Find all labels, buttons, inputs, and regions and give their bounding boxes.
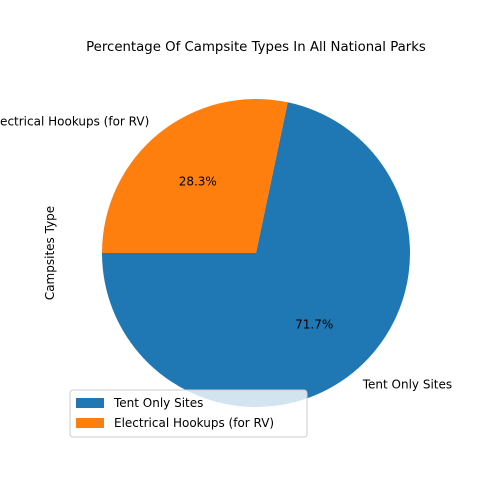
- legend-swatch-electrical-hookups-for-rv: [76, 418, 104, 428]
- pie-pct-label-electrical-hookups-for-rv: 28.3%: [179, 174, 217, 188]
- pie-category-label-electrical-hookups-for-rv: Electrical Hookups (for RV): [0, 114, 149, 128]
- pie-slice-tent-only-sites: [102, 102, 411, 408]
- pie-slice-labels: 71.7% Tent Only Sites 28.3% Electrical Hook…: [0, 114, 452, 391]
- pie-slices: [102, 98, 411, 408]
- legend-swatch-tent-only-sites: [76, 398, 104, 408]
- legend-label-tent-only-sites: Tent Only Sites: [113, 396, 203, 410]
- pie-pct-label-tent-only-sites: 71.7%: [295, 318, 333, 332]
- pie-category-label-tent-only-sites: Tent Only Sites: [362, 378, 452, 392]
- legend: Tent Only Sites Electrical Hookups (for R…: [69, 389, 308, 438]
- chart-title: Percentage Of Campsite Types In All Nati…: [86, 40, 426, 55]
- legend-entries: Tent Only Sites Electrical Hookups (for R…: [76, 396, 274, 430]
- legend-frame: [69, 389, 308, 438]
- legend-label-electrical-hookups-for-rv: Electrical Hookups (for RV): [114, 416, 274, 430]
- pie-slice-electrical-hookups-for-rv: [102, 98, 288, 253]
- y-axis-label: Campsites Type: [43, 206, 57, 300]
